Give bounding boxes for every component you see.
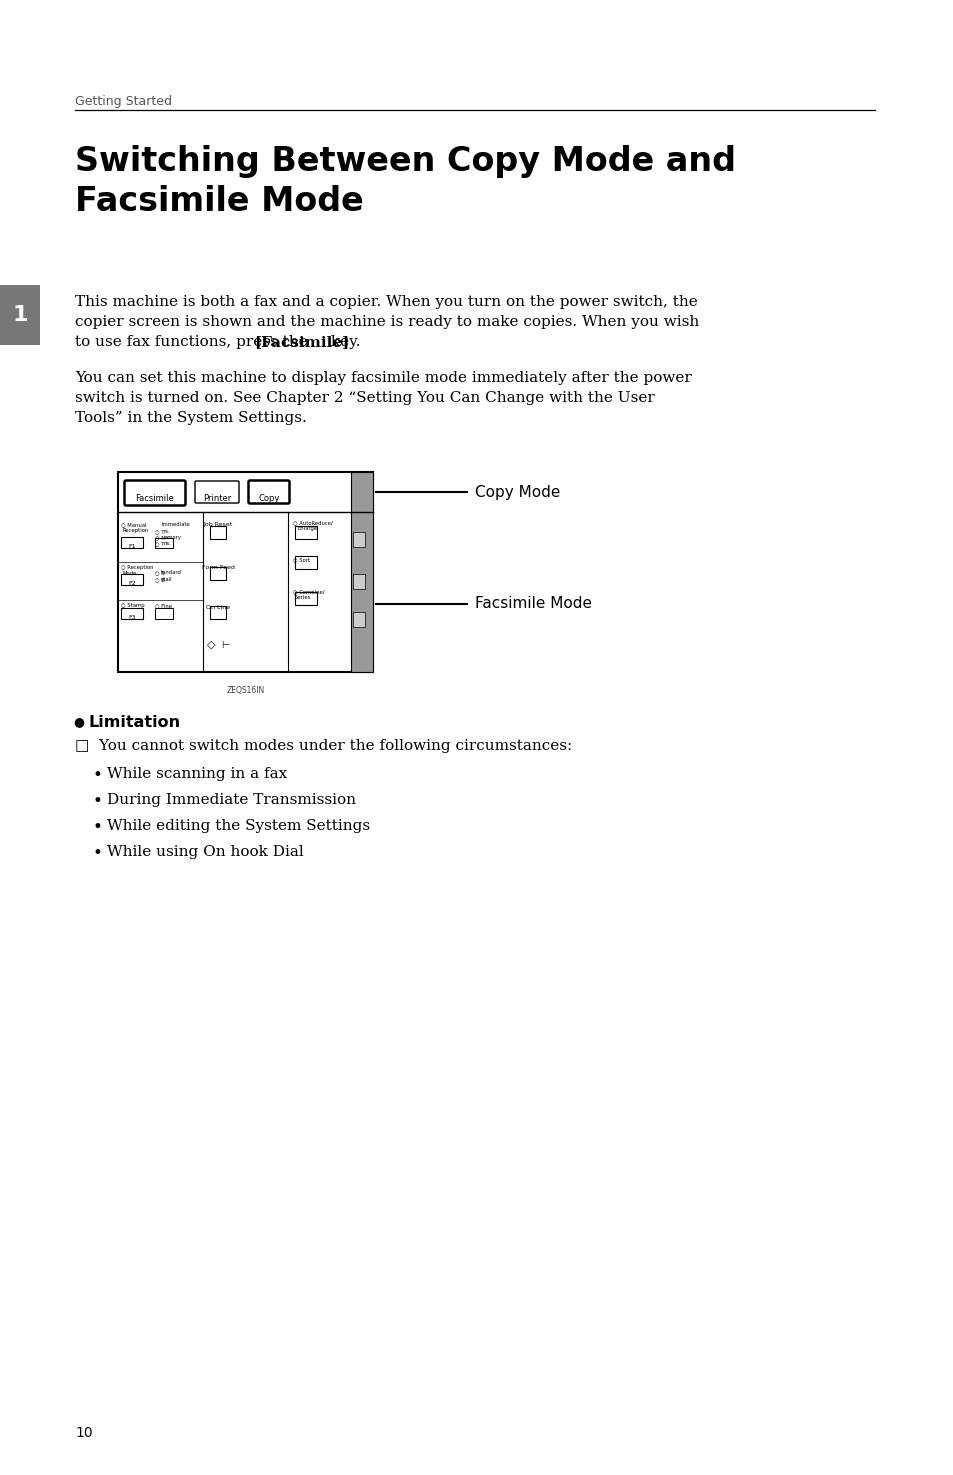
- Text: Enlarge: Enlarge: [297, 527, 317, 531]
- Text: copier screen is shown and the machine is ready to make copies. When you wish: copier screen is shown and the machine i…: [75, 316, 699, 329]
- Text: F2: F2: [128, 581, 135, 586]
- FancyBboxPatch shape: [194, 481, 239, 503]
- Text: Copy: Copy: [258, 494, 279, 503]
- Text: ○ M: ○ M: [154, 535, 166, 540]
- Text: ○ S: ○ S: [154, 569, 165, 575]
- Bar: [353, 612, 365, 627]
- Bar: [118, 472, 373, 673]
- Text: Series: Series: [294, 594, 311, 600]
- Text: ⊢: ⊢: [221, 640, 230, 650]
- Text: Tools” in the System Settings.: Tools” in the System Settings.: [75, 412, 307, 425]
- Bar: [121, 537, 143, 549]
- Text: to use fax functions, press the: to use fax functions, press the: [75, 335, 313, 350]
- Text: Getting Started: Getting Started: [75, 94, 172, 108]
- FancyBboxPatch shape: [125, 481, 185, 506]
- Bar: [294, 527, 316, 538]
- Text: While editing the System Settings: While editing the System Settings: [107, 819, 370, 833]
- Text: Immediate: Immediate: [162, 522, 191, 527]
- Text: etail: etail: [161, 577, 172, 583]
- Text: You can set this machine to display facsimile mode immediately after the power: You can set this machine to display facs…: [75, 372, 691, 385]
- Text: ○ AutoReduce/: ○ AutoReduce/: [293, 521, 333, 525]
- Bar: [294, 556, 316, 569]
- Text: Facsimile: Facsimile: [135, 494, 174, 503]
- Text: ○ T: ○ T: [154, 541, 164, 546]
- Text: switch is turned on. See Chapter 2 “Setting You Can Change with the User: switch is turned on. See Chapter 2 “Sett…: [75, 391, 654, 406]
- Text: •: •: [92, 819, 103, 836]
- Text: ○ Sort: ○ Sort: [293, 558, 310, 562]
- Bar: [210, 566, 226, 580]
- Text: [Facsimile]: [Facsimile]: [253, 335, 349, 350]
- Text: Facsimile Mode: Facsimile Mode: [475, 596, 592, 612]
- Text: Job Reset: Job Reset: [203, 522, 233, 527]
- Text: ○ Combine/: ○ Combine/: [293, 589, 324, 594]
- Bar: [353, 574, 365, 589]
- Text: Printer: Printer: [203, 494, 231, 503]
- Bar: [353, 532, 365, 547]
- Text: •: •: [92, 767, 103, 785]
- Bar: [121, 574, 143, 586]
- Text: ●: ●: [73, 715, 84, 729]
- Text: ○ Reception: ○ Reception: [121, 565, 153, 569]
- Text: rs.: rs.: [164, 530, 171, 534]
- Text: ZEQS16IN: ZEQS16IN: [226, 686, 264, 695]
- Text: tandard: tandard: [161, 569, 182, 575]
- Text: F1: F1: [128, 544, 135, 549]
- Text: 10: 10: [75, 1426, 92, 1440]
- Text: Form Feed: Form Feed: [201, 565, 234, 569]
- Text: ○ Stamp: ○ Stamp: [121, 603, 145, 608]
- Text: ○ T: ○ T: [154, 530, 164, 534]
- Text: Mode: Mode: [123, 571, 137, 577]
- Text: Copy Mode: Copy Mode: [475, 484, 559, 500]
- Text: ○ D: ○ D: [154, 577, 165, 583]
- Bar: [351, 472, 373, 673]
- Text: Reception: Reception: [123, 528, 149, 532]
- Bar: [210, 606, 226, 619]
- Text: ○ Fine: ○ Fine: [154, 603, 172, 608]
- Text: While using On hook Dial: While using On hook Dial: [107, 845, 303, 858]
- Text: ◇: ◇: [207, 640, 215, 650]
- Text: Limitation: Limitation: [89, 715, 181, 730]
- Text: ○ Manual: ○ Manual: [121, 522, 147, 527]
- Bar: [210, 527, 226, 538]
- Text: Switching Between Copy Mode and: Switching Between Copy Mode and: [75, 145, 735, 178]
- Text: F3: F3: [128, 615, 135, 619]
- Text: This machine is both a fax and a copier. When you turn on the power switch, the: This machine is both a fax and a copier.…: [75, 295, 697, 308]
- Bar: [121, 608, 143, 620]
- Text: While scanning in a fax: While scanning in a fax: [107, 767, 287, 780]
- Text: 1: 1: [12, 305, 28, 324]
- Bar: [0, 285, 40, 345]
- Text: •: •: [92, 845, 103, 861]
- Text: •: •: [92, 794, 103, 810]
- Text: On Line: On Line: [206, 605, 230, 611]
- FancyBboxPatch shape: [248, 481, 289, 503]
- Text: ns.: ns.: [164, 541, 172, 546]
- Text: During Immediate Transmission: During Immediate Transmission: [107, 794, 355, 807]
- Text: Facsimile Mode: Facsimile Mode: [75, 184, 363, 218]
- Text: key.: key.: [325, 335, 360, 350]
- Text: emory: emory: [165, 535, 182, 540]
- Text: □  You cannot switch modes under the following circumstances:: □ You cannot switch modes under the foll…: [75, 739, 572, 754]
- Bar: [154, 538, 172, 549]
- Bar: [154, 608, 172, 620]
- Bar: [294, 591, 316, 605]
